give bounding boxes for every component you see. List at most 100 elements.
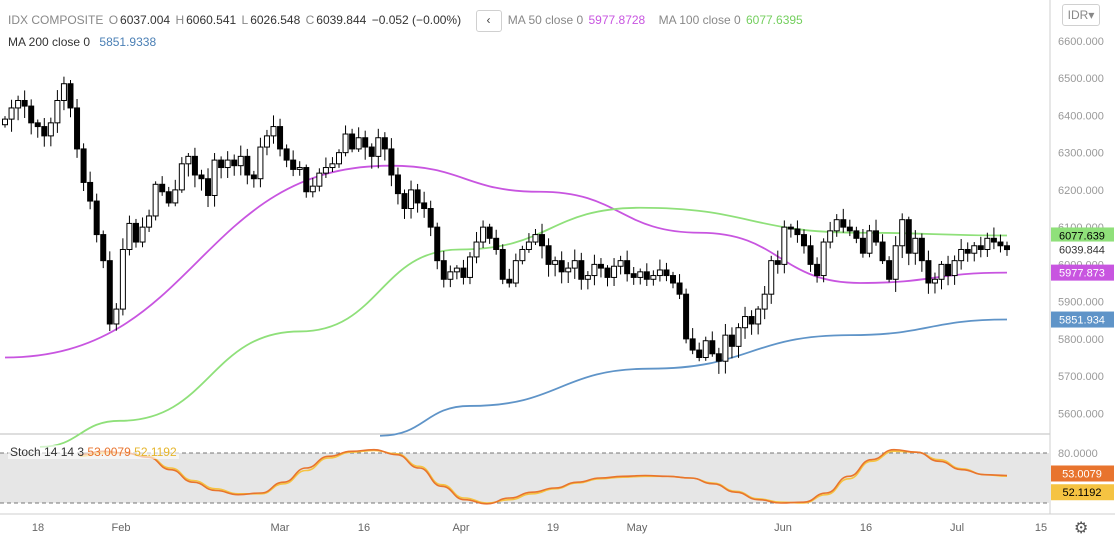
candle	[859, 229, 866, 258]
candle-body	[604, 267, 611, 278]
ma50-label: MA 50 close 0	[507, 13, 584, 28]
candle-body	[748, 316, 755, 325]
ma100-line	[39, 206, 1008, 448]
candle	[473, 231, 480, 264]
candle-body	[683, 293, 690, 340]
candle-body	[119, 248, 126, 310]
collapse-legend-button[interactable]: ‹	[476, 10, 503, 32]
candle	[637, 268, 644, 285]
candle-body	[270, 126, 277, 137]
candle	[519, 245, 526, 265]
candle	[263, 129, 270, 156]
candle-body	[434, 226, 441, 262]
candle-body	[722, 334, 729, 362]
candle	[604, 265, 611, 287]
low-value: 6026.548	[250, 13, 301, 28]
candle-body	[539, 234, 546, 247]
x-tick-label: 16	[860, 522, 872, 534]
price-label-text: 6039.844	[1059, 245, 1105, 257]
candle	[60, 76, 67, 111]
high-value: 6060.541	[186, 13, 237, 28]
candle-body	[106, 260, 113, 325]
candle-body	[859, 237, 866, 254]
candle	[873, 219, 880, 246]
candle-body	[139, 226, 146, 243]
candle	[670, 271, 676, 289]
candle	[34, 119, 41, 138]
candle-body	[34, 122, 41, 128]
candle-body	[905, 219, 912, 254]
candle-body	[702, 340, 709, 359]
candle-body	[427, 208, 434, 228]
y-tick-label: 6400.000	[1058, 110, 1104, 122]
candle-body	[401, 193, 408, 210]
candle	[545, 238, 552, 277]
candle	[486, 223, 493, 244]
candle	[211, 153, 218, 207]
candle-body	[552, 260, 559, 265]
ma50-line	[4, 164, 1008, 359]
candle	[388, 138, 395, 187]
stoch-value-text: 53.0079	[1062, 468, 1102, 480]
candle-body	[342, 133, 349, 154]
candle-body	[132, 222, 139, 243]
candle	[892, 236, 899, 292]
candle	[381, 132, 388, 161]
candle-body	[408, 189, 415, 210]
time-axis: 18 Feb Mar 16 Apr 19 May Jun 16 Jul 15	[32, 522, 1047, 534]
candle-body	[47, 122, 54, 137]
candle	[290, 150, 297, 177]
candle	[67, 80, 74, 118]
candle-body	[100, 234, 107, 262]
candle	[800, 229, 807, 254]
x-tick-label: Jul	[950, 522, 964, 534]
price-labels: 6077.639 6039.844 5977.873 5851.934 53.0079 5…	[1051, 227, 1114, 501]
candle	[460, 259, 467, 285]
candle	[565, 262, 572, 284]
candle-body	[224, 159, 231, 169]
candle	[466, 252, 473, 285]
candle-body	[93, 200, 100, 236]
candle	[427, 200, 434, 237]
candle	[650, 270, 657, 286]
candle-body	[899, 219, 906, 247]
candle	[15, 95, 22, 121]
candle	[41, 118, 48, 147]
candle-body	[257, 146, 264, 180]
candle	[257, 137, 264, 188]
candle-body	[244, 155, 251, 176]
candle	[506, 268, 513, 288]
candle	[624, 250, 631, 282]
y-tick-label: 5700.000	[1058, 371, 1104, 383]
candle	[93, 193, 100, 243]
candle-body	[414, 189, 421, 204]
candle-body	[447, 271, 454, 280]
stochastic-legend: Stoch 14 14 3 53.0079 52.1192	[8, 445, 179, 459]
candle-body	[820, 241, 827, 277]
candle	[303, 164, 310, 198]
candle	[748, 310, 755, 335]
candle-body	[381, 137, 388, 150]
open-value: 6037.004	[120, 13, 171, 28]
candle	[512, 253, 519, 288]
candle-body	[624, 260, 631, 275]
candle-body	[525, 241, 532, 250]
candle	[840, 208, 847, 233]
candle-body	[833, 219, 840, 232]
candle-body	[218, 159, 225, 169]
candle-body	[997, 241, 1004, 247]
candle-body	[755, 308, 762, 325]
candle	[728, 327, 735, 359]
x-tick-label: Apr	[452, 522, 469, 534]
candle	[322, 157, 329, 178]
candle-body	[368, 146, 375, 157]
candle	[977, 236, 984, 258]
currency-selector[interactable]: IDR▾	[1062, 4, 1100, 26]
chart-settings-button[interactable]: ⚙	[1074, 518, 1088, 538]
candle-body	[349, 133, 356, 150]
candle-body	[329, 163, 336, 169]
candle-body	[205, 178, 212, 196]
candle	[87, 171, 94, 210]
candle	[159, 176, 166, 196]
